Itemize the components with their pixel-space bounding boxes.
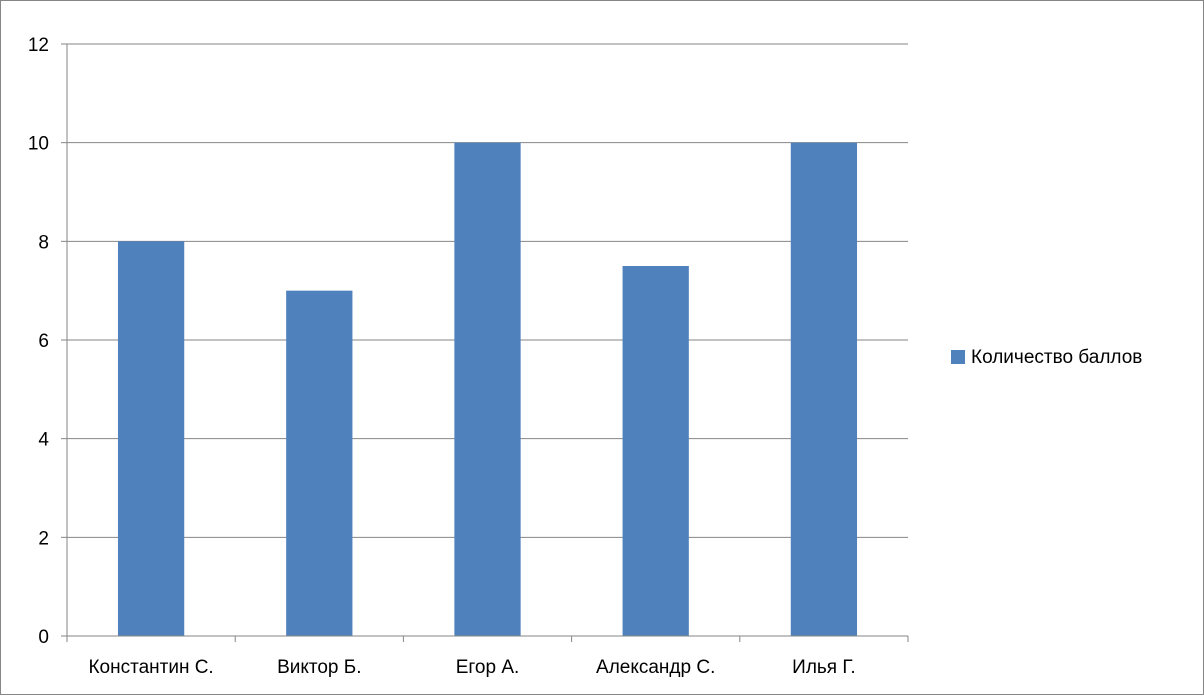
x-tick-label: Виктор Б. [277, 657, 361, 678]
bars [117, 142, 858, 637]
y-tick-label: 10 [28, 134, 49, 155]
x-tick-label: Константин С. [88, 657, 213, 678]
legend-label-series-1: Количество баллов [971, 347, 1142, 368]
y-tick-label: 8 [38, 232, 49, 253]
x-tick-labels: Константин С. Виктор Б. Егор А. Александр С… [88, 657, 855, 678]
bar-2 [286, 290, 353, 636]
bar-4 [622, 266, 689, 636]
y-tick-label: 2 [38, 528, 49, 549]
y-tick-labels: 0 2 4 6 8 10 12 [28, 35, 50, 648]
x-tick-label: Илья Г. [792, 657, 855, 678]
x-tick-label: Александр С. [596, 657, 715, 678]
y-tick-label: 4 [38, 430, 49, 451]
bar-1 [117, 241, 185, 637]
y-tick-label: 12 [28, 35, 49, 56]
y-tick-label: 6 [38, 331, 49, 352]
x-tick-label: Егор А. [456, 657, 520, 678]
y-tick-label: 0 [38, 627, 49, 648]
bar-5 [790, 142, 858, 636]
bar-3 [454, 142, 521, 636]
axes [61, 43, 909, 642]
legend: Количество баллов [951, 347, 1142, 368]
legend-swatch [951, 350, 965, 364]
